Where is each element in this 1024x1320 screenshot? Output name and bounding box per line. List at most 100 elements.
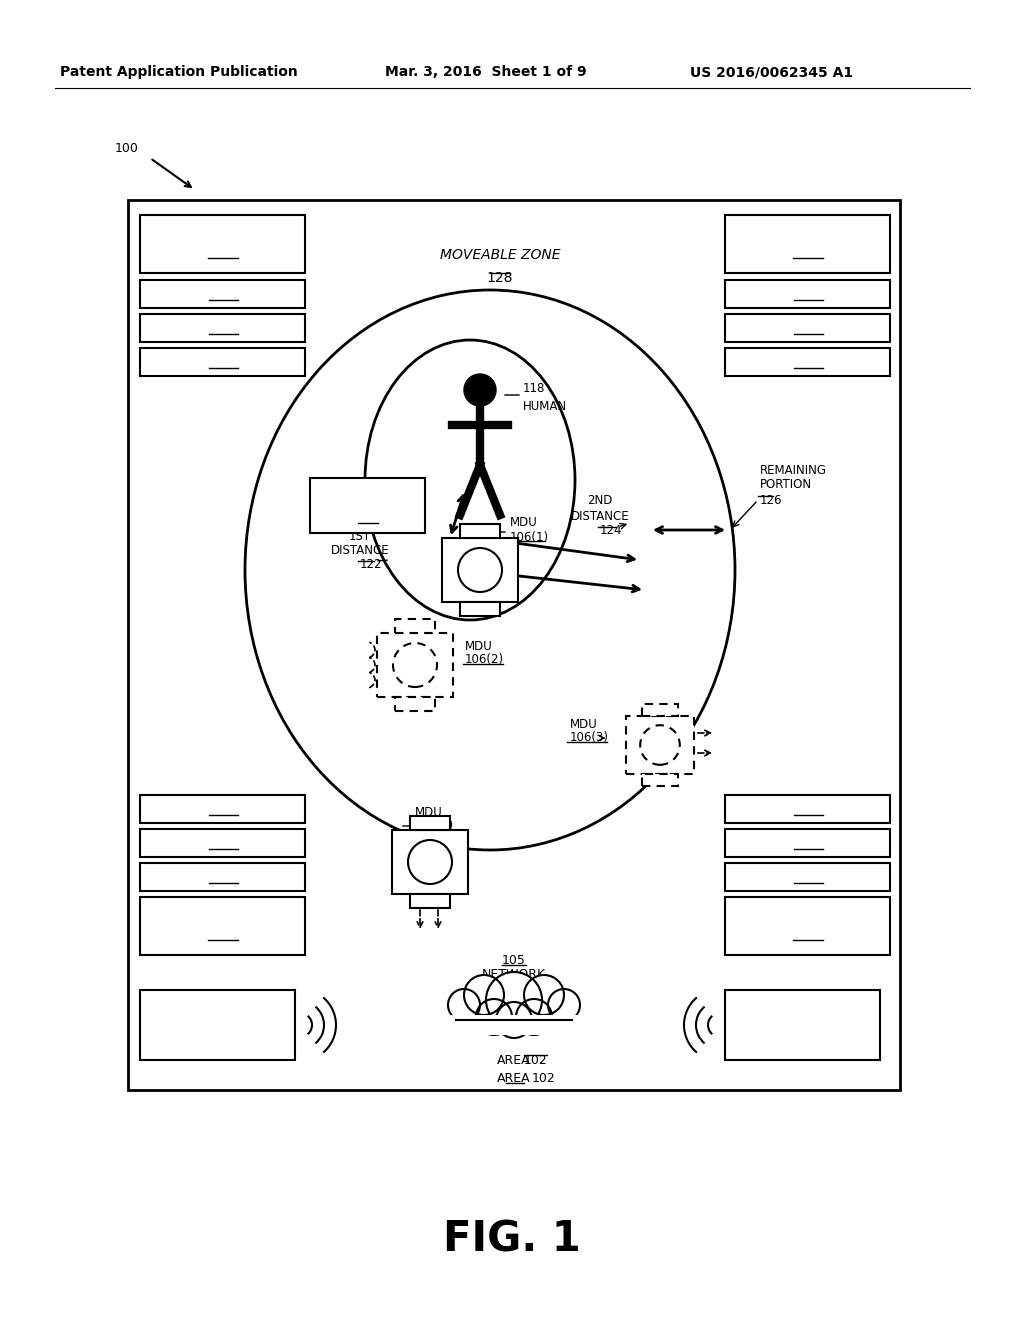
Bar	[128, 201, 900, 1090]
Bar	[140, 898, 305, 954]
Text: 128: 128	[486, 271, 513, 285]
Circle shape	[640, 725, 680, 764]
Text: IDENTIFIER 116(1): IDENTIFIER 116(1)	[171, 356, 273, 367]
Text: Mar. 3, 2016  Sheet 1 of 9: Mar. 3, 2016 Sheet 1 of 9	[385, 65, 587, 79]
Text: 124: 124	[600, 524, 623, 537]
Bar	[449, 977, 579, 1034]
Text: 106(2): 106(2)	[465, 653, 504, 667]
Circle shape	[464, 975, 504, 1015]
Text: 2ND: 2ND	[588, 494, 612, 507]
Text: 104(4): 104(4)	[203, 928, 242, 941]
Circle shape	[524, 975, 564, 1015]
Bar	[377, 634, 453, 697]
Circle shape	[486, 972, 542, 1028]
Bar	[725, 795, 890, 822]
Text: Patent Application Publication: Patent Application Publication	[60, 65, 298, 79]
Bar	[140, 990, 295, 1060]
Text: 122: 122	[360, 558, 383, 572]
Circle shape	[464, 374, 496, 407]
Text: 102: 102	[524, 1053, 548, 1067]
Text: Fixed object: Fixed object	[187, 227, 258, 239]
Circle shape	[548, 989, 580, 1020]
Text: AREA: AREA	[498, 1053, 530, 1067]
Text: 102: 102	[532, 1072, 556, 1085]
Bar	[140, 829, 305, 857]
Bar	[310, 478, 425, 533]
Bar	[725, 314, 890, 342]
Bar	[140, 314, 305, 342]
Bar	[642, 704, 678, 717]
Text: 100: 100	[115, 141, 139, 154]
Text: DEVICE: DEVICE	[782, 1018, 823, 1028]
Bar	[725, 863, 890, 891]
Text: Fixed object: Fixed object	[772, 908, 843, 921]
Text: 110: 110	[792, 1034, 814, 1047]
Circle shape	[393, 643, 437, 686]
Text: SENSOR 114(4): SENSOR 114(4)	[179, 838, 266, 847]
Text: FIG. 1: FIG. 1	[443, 1218, 581, 1261]
Circle shape	[516, 999, 552, 1035]
Text: SENSOR 114(3): SENSOR 114(3)	[764, 838, 851, 847]
Text: 118: 118	[523, 381, 546, 395]
Bar	[395, 619, 435, 634]
Text: US 2016/0062345 A1: US 2016/0062345 A1	[690, 65, 853, 79]
Text: FIXED OBJECT: FIXED OBJECT	[769, 228, 846, 239]
Bar	[725, 215, 890, 273]
Text: 106(3): 106(3)	[570, 731, 609, 744]
Text: SENSOR 114(1): SENSOR 114(1)	[179, 323, 266, 333]
Bar	[449, 1015, 579, 1035]
Bar	[725, 898, 890, 954]
Circle shape	[449, 989, 480, 1020]
Circle shape	[476, 999, 512, 1035]
Text: SAFETY MGMT.: SAFETY MGMT.	[762, 1001, 844, 1011]
Text: 106(1): 106(1)	[510, 531, 549, 544]
Text: 108: 108	[207, 1034, 228, 1047]
Bar	[725, 280, 890, 308]
Bar	[392, 830, 468, 894]
Text: 104(3): 104(3)	[788, 928, 827, 941]
Text: PORTION: PORTION	[760, 479, 812, 491]
Text: IMAGING 112(1): IMAGING 112(1)	[177, 289, 267, 300]
Text: FIXED OBJECT: FIXED OBJECT	[184, 228, 261, 239]
Text: DISTANCE: DISTANCE	[570, 510, 630, 523]
Text: SENSOR 114(2): SENSOR 114(2)	[764, 323, 851, 333]
Text: IDENTIFIER 116(2): IDENTIFIER 116(2)	[757, 356, 859, 367]
Bar	[140, 348, 305, 376]
Text: 104(2): 104(2)	[787, 247, 827, 260]
Text: MGMT. DEVICE: MGMT. DEVICE	[177, 1016, 258, 1027]
Text: FIXED OBJECT: FIXED OBJECT	[184, 911, 261, 921]
Circle shape	[408, 840, 452, 884]
Text: 120: 120	[356, 511, 379, 524]
Text: 106(4): 106(4)	[415, 818, 454, 832]
Bar	[460, 602, 500, 616]
Bar	[725, 990, 880, 1060]
Bar	[725, 348, 890, 376]
Text: IMAGING 112(2): IMAGING 112(2)	[763, 289, 853, 300]
Bar	[442, 539, 518, 602]
Bar	[395, 697, 435, 711]
Bar	[460, 524, 500, 539]
Text: Fixed object: Fixed object	[187, 908, 258, 921]
Text: FIXED OBJECT: FIXED OBJECT	[769, 911, 846, 921]
Bar	[725, 829, 890, 857]
Text: Fixed object: Fixed object	[772, 227, 843, 239]
Bar	[140, 795, 305, 822]
Bar	[642, 774, 678, 787]
Bar	[626, 717, 694, 774]
Circle shape	[496, 1002, 532, 1038]
Text: IDENTIFIER 116(4): IDENTIFIER 116(4)	[171, 873, 273, 882]
Text: AREA: AREA	[498, 1072, 530, 1085]
Text: LOCATOR: LOCATOR	[340, 491, 395, 504]
Bar	[140, 280, 305, 308]
Bar	[410, 816, 450, 830]
Text: OPERATIONAL: OPERATIONAL	[179, 1001, 256, 1011]
Circle shape	[458, 548, 502, 591]
Text: 1ST: 1ST	[349, 529, 371, 543]
Text: 105: 105	[502, 953, 526, 966]
Bar	[140, 215, 305, 273]
Text: IMAGING 112(3): IMAGING 112(3)	[763, 804, 853, 814]
Text: IMAGING 112(4): IMAGING 112(4)	[177, 804, 267, 814]
Text: MOVEABLE ZONE: MOVEABLE ZONE	[439, 248, 560, 261]
Text: MDU: MDU	[510, 516, 538, 529]
Text: DISTANCE: DISTANCE	[331, 544, 389, 557]
